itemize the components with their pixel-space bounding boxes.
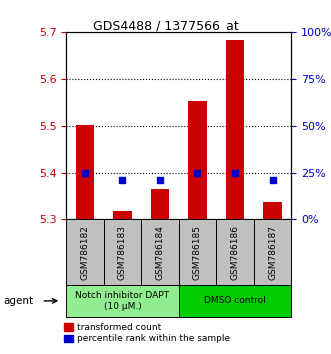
Bar [179, 285, 291, 317]
Bar [226, 40, 244, 219]
Bar [66, 219, 104, 285]
Bar [254, 219, 291, 285]
Bar [141, 219, 179, 285]
Text: DMSO control: DMSO control [204, 296, 266, 306]
Text: Notch inhibitor DAPT
(10 μM.): Notch inhibitor DAPT (10 μM.) [75, 291, 169, 310]
Bar [263, 202, 282, 219]
Text: GSM786186: GSM786186 [230, 225, 240, 280]
Text: GSM786187: GSM786187 [268, 225, 277, 280]
Text: GSM786183: GSM786183 [118, 225, 127, 280]
Bar [179, 219, 216, 285]
Text: GSM786184: GSM786184 [156, 225, 165, 280]
Bar [216, 219, 254, 285]
Bar [75, 125, 94, 219]
Text: GDS4488 / 1377566_at: GDS4488 / 1377566_at [93, 19, 238, 33]
Bar [66, 285, 179, 317]
Bar [151, 189, 169, 219]
Bar [188, 101, 207, 219]
Legend: transformed count, percentile rank within the sample: transformed count, percentile rank withi… [64, 323, 230, 343]
Bar [113, 211, 132, 219]
Bar [104, 219, 141, 285]
Text: GSM786182: GSM786182 [80, 225, 89, 280]
Text: GSM786185: GSM786185 [193, 225, 202, 280]
Text: agent: agent [3, 296, 33, 306]
